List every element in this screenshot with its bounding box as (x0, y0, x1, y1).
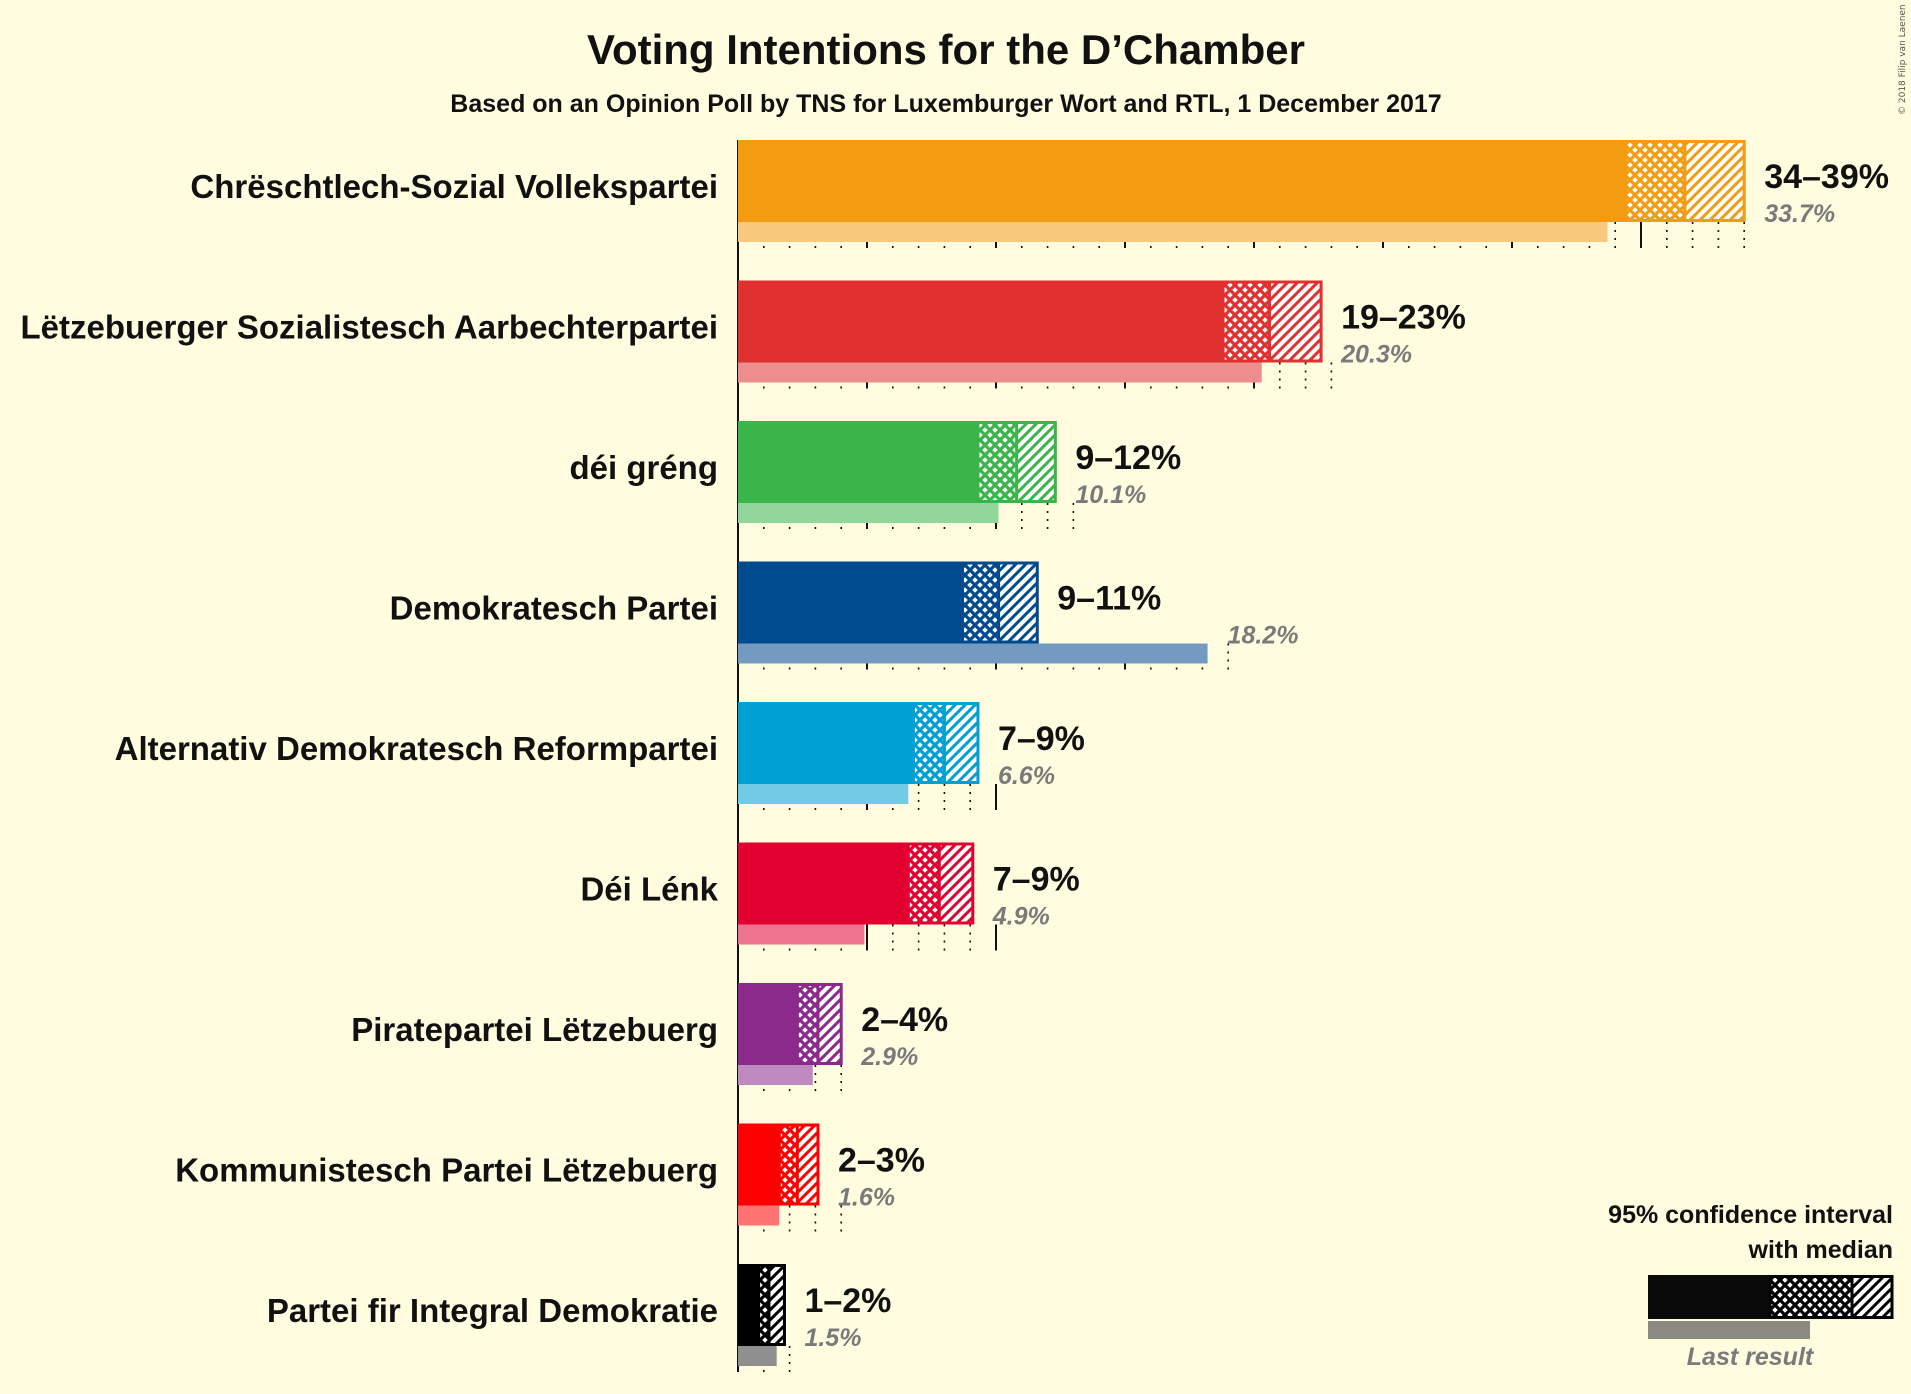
ci-lower-segment (797, 983, 818, 1065)
party-label: Kommunistesch Partei Lëtzebuerg (175, 1152, 718, 1189)
bar-solid (738, 1264, 759, 1346)
last-result-label: 1.5% (804, 1324, 861, 1352)
range-label: 7–9% (998, 720, 1085, 758)
ci-upper-segment (1269, 280, 1322, 363)
bar-solid (738, 140, 1626, 222)
last-result-bar (738, 1205, 780, 1226)
party-label: Partei fir Integral Demokratie (267, 1292, 718, 1329)
party-label: Déi Lénk (580, 871, 718, 908)
ci-upper-segment (998, 561, 1038, 644)
legend-ci-outline (1768, 1275, 1894, 1319)
range-label: 19–23% (1341, 299, 1466, 337)
ci-lower-segment (758, 1264, 769, 1346)
last-result-label: 2.9% (860, 1043, 918, 1071)
legend-ci-lower (1770, 1275, 1852, 1319)
party-label: Alternativ Demokratesch Reformpartei (115, 730, 718, 767)
ci-lower-segment (1223, 280, 1270, 363)
last-result-label: 6.6% (998, 762, 1055, 790)
bars-layer: Chrëschtlech-Sozial Vollekspartei 34–39% 3… (20, 140, 1889, 1366)
last-result-bar (738, 362, 1262, 383)
ci-upper-segment (817, 983, 842, 1065)
last-result-bar (738, 1065, 813, 1085)
last-result-label: 1.6% (838, 1184, 895, 1212)
ci-lower-segment (977, 421, 1017, 503)
party-label: déi gréng (569, 449, 718, 486)
bar-solid (738, 842, 909, 925)
chart-title: Voting Intentions for the D’Chamber (587, 26, 1305, 73)
ci-upper-segment (944, 702, 978, 784)
legend-last-result-label: Last result (1687, 1343, 1815, 1371)
legend: 95% confidence interval with median Last… (1608, 1201, 1894, 1371)
ci-outline (1221, 280, 1323, 363)
ci-upper-segment (768, 1264, 785, 1346)
bar-solid (738, 983, 798, 1065)
ci-lower-segment (1625, 140, 1685, 222)
ci-lower-segment (962, 561, 999, 644)
last-result-label: 18.2% (1228, 622, 1299, 650)
last-result-bar (738, 784, 909, 804)
last-result-label: 4.9% (992, 903, 1050, 931)
bar-solid (738, 1123, 780, 1206)
last-result-bar (738, 222, 1608, 242)
bar-solid (738, 561, 963, 644)
range-label: 9–12% (1075, 439, 1181, 477)
legend-solid-bar (1648, 1275, 1770, 1319)
party-label: Lëtzebuerger Sozialistesch Aarbechterpar… (20, 309, 718, 346)
ci-upper-segment (939, 842, 973, 925)
party-label: Demokratesch Partei (390, 590, 718, 627)
range-label: 2–4% (861, 1001, 948, 1039)
bar-solid (738, 421, 978, 503)
legend-line-1: 95% confidence interval (1608, 1201, 1893, 1229)
ci-upper-segment (1684, 140, 1745, 222)
legend-line-2: with median (1748, 1236, 1893, 1264)
range-label: 2–3% (838, 1142, 925, 1180)
bar-solid (738, 280, 1224, 363)
party-label: Chrëschtlech-Sozial Vollekspartei (190, 168, 718, 205)
party-label: Piratepartei Lëtzebuerg (351, 1011, 718, 1048)
copyright-text: © 2018 Filip van Laenen (1898, 4, 1908, 115)
ci-upper-segment (797, 1123, 818, 1206)
chart-subtitle: Based on an Opinion Poll by TNS for Luxe… (450, 90, 1441, 118)
range-label: 1–2% (804, 1282, 891, 1320)
last-result-label: 33.7% (1764, 200, 1835, 228)
legend-ci-upper (1852, 1275, 1892, 1319)
ci-outline (757, 1264, 786, 1346)
last-result-label: 10.1% (1075, 481, 1146, 509)
range-label: 9–11% (1057, 580, 1161, 618)
ci-lower-segment (913, 702, 945, 784)
last-result-bar (738, 643, 1208, 664)
last-result-label: 20.3% (1340, 341, 1412, 369)
ci-lower-segment (908, 842, 940, 925)
legend-last-result-bar (1648, 1321, 1810, 1339)
ci-lower-segment (779, 1123, 798, 1206)
range-label: 7–9% (993, 861, 1080, 899)
last-result-bar (738, 503, 999, 523)
bar-solid (738, 702, 914, 784)
range-label: 34–39% (1764, 158, 1889, 196)
last-result-bar (738, 924, 865, 945)
ci-upper-segment (1016, 421, 1056, 503)
last-result-bar (738, 1346, 777, 1366)
